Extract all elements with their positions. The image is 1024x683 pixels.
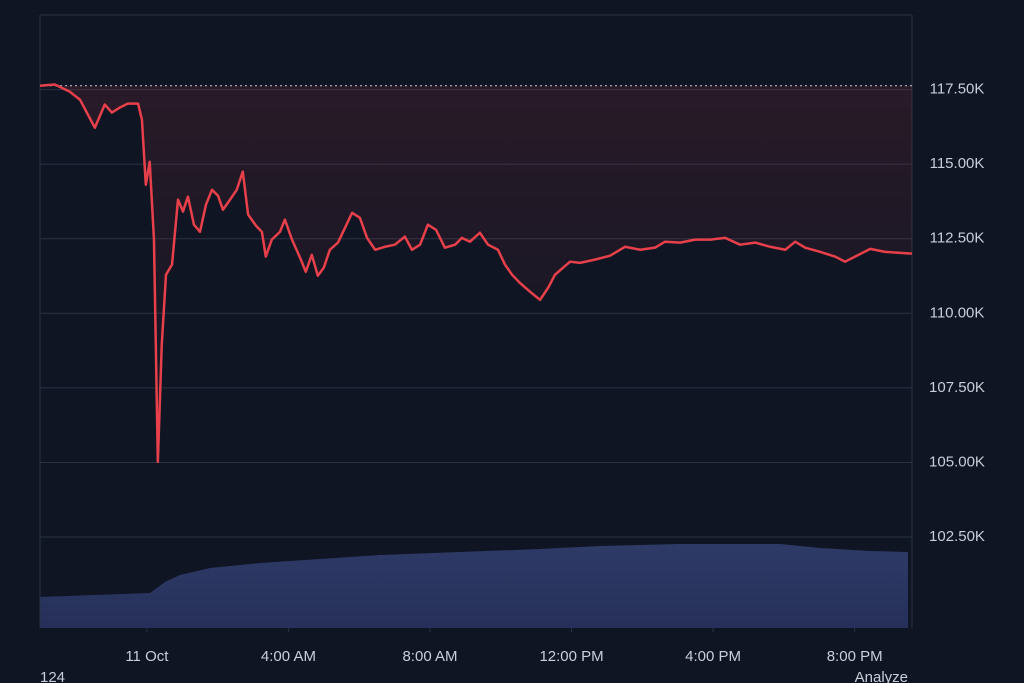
y-tick-label: 117.50K [930, 81, 985, 98]
y-tick-label: 105.00K [929, 453, 985, 470]
volume-area [40, 544, 908, 628]
y-tick-label: 107.50K [929, 379, 985, 396]
x-tick-label: 12:00 PM [539, 648, 603, 665]
loss-area [40, 84, 912, 462]
y-tick-label: 112.50K [930, 230, 985, 247]
price-line [39, 83, 913, 464]
x-tick-label: 8:00 PM [827, 648, 883, 665]
y-tick-label: 102.50K [929, 528, 985, 545]
x-tick-label: 11 Oct [125, 648, 169, 665]
x-tick-label: 4:00 AM [261, 648, 316, 665]
footer-left: 124 [40, 669, 65, 683]
y-tick-label: 110.00K [930, 304, 985, 321]
y-tick-label: 115.00K [930, 155, 985, 172]
x-tick-label: 4:00 PM [685, 648, 741, 665]
x-tick-label: 8:00 AM [402, 648, 457, 665]
footer-right: Analyze [855, 669, 908, 683]
